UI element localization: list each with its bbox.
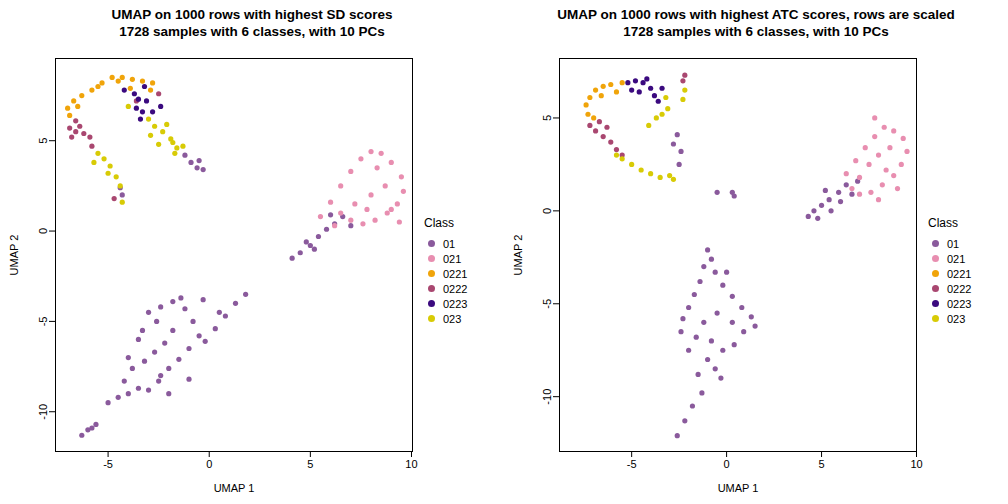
svg-text:-10: -10 — [541, 389, 553, 405]
svg-text:0: 0 — [541, 208, 553, 214]
html-text:021: 021 — [443, 252, 462, 265]
html-text:1728 samples with 6 classes, w: 1728 samples with 6 classes, with 10 PCs — [119, 24, 385, 39]
html-text:0223: 0223 — [443, 297, 468, 310]
html-text:01: 01 — [947, 237, 960, 250]
svg-text:-10: -10 — [37, 404, 49, 420]
html-text:01: 01 — [443, 237, 456, 250]
svg-text:5: 5 — [37, 138, 49, 144]
svg-text:0: 0 — [37, 228, 49, 234]
html-text:0221: 0221 — [947, 267, 972, 280]
html-text:UMAP on 1000 rows with highest: UMAP on 1000 rows with highest ATC score… — [557, 7, 955, 22]
html-text:UMAP on 1000 rows with highest: UMAP on 1000 rows with highest SD scores — [111, 7, 393, 22]
svg-text:UMAP 2: UMAP 2 — [512, 235, 524, 276]
svg-text:-5: -5 — [37, 317, 49, 327]
svg-text:UMAP 2: UMAP 2 — [8, 235, 20, 276]
html-text:021: 021 — [947, 252, 966, 265]
html-text:023: 023 — [443, 312, 462, 325]
svg-text:-5: -5 — [627, 458, 637, 470]
html-text:0223: 0223 — [947, 297, 972, 310]
svg-text:5: 5 — [307, 458, 313, 470]
html-text:0222: 0222 — [443, 282, 468, 295]
svg-text:UMAP 1: UMAP 1 — [214, 482, 255, 494]
svg-text:UMAP 1: UMAP 1 — [718, 482, 759, 494]
svg-text:10: 10 — [910, 458, 922, 470]
html-text:0222: 0222 — [947, 282, 972, 295]
html-text:Class: Class — [424, 216, 454, 230]
svg-text:5: 5 — [818, 458, 824, 470]
html-text:1728 samples with 6 classes, w: 1728 samples with 6 classes, with 10 PCs — [623, 24, 889, 39]
svg-text:0: 0 — [206, 458, 212, 470]
html-text:Class: Class — [928, 216, 958, 230]
svg-text:-5: -5 — [103, 458, 113, 470]
html-text:0221: 0221 — [443, 267, 468, 280]
html-text:023: 023 — [947, 312, 966, 325]
svg-text:5: 5 — [541, 115, 553, 121]
svg-text:-5: -5 — [541, 299, 553, 309]
svg-text:0: 0 — [724, 458, 730, 470]
svg-text:10: 10 — [405, 458, 417, 470]
